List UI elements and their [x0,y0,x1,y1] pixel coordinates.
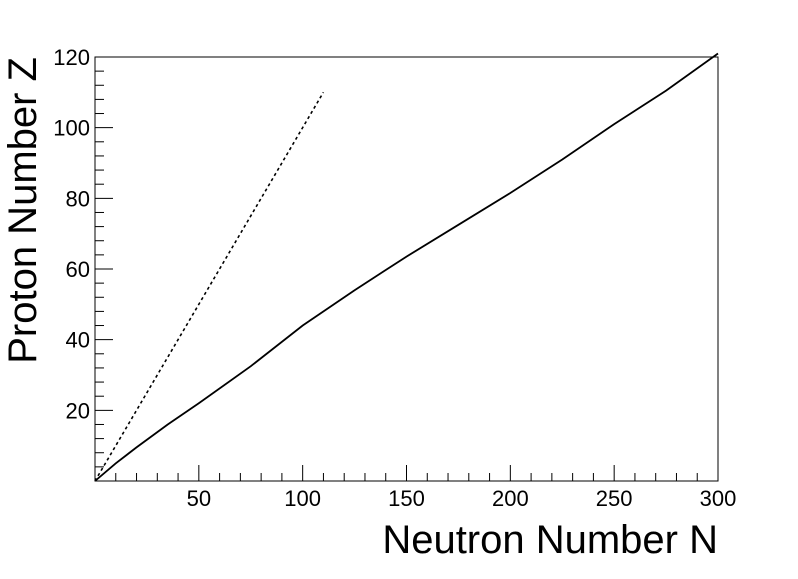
y-axis-title: Proton Number Z [1,57,45,364]
series-line-solid [94,52,719,482]
x-tick-label: 200 [492,486,529,511]
plot-frame [94,56,719,482]
x-tick-label: 150 [388,486,425,511]
x-ticks: 50 100 150 200 250 300 [115,465,737,511]
y-tick-label: 120 [53,45,90,70]
y-tick-label: 80 [66,186,90,211]
y-tick-label: 40 [66,328,90,353]
series-layer [94,52,719,482]
x-tick-label: 300 [700,486,737,511]
y-tick-label: 20 [66,398,90,423]
y-tick-label: 100 [53,116,90,141]
series-line-dotted [94,91,325,482]
x-tick-label: 50 [187,486,211,511]
y-tick-label: 60 [66,257,90,282]
x-axis-title: Neutron Number N [382,518,718,562]
x-tick-label: 100 [284,486,321,511]
y-ticks: 20 40 60 80 100 120 [53,45,113,468]
x-tick-label: 250 [596,486,633,511]
